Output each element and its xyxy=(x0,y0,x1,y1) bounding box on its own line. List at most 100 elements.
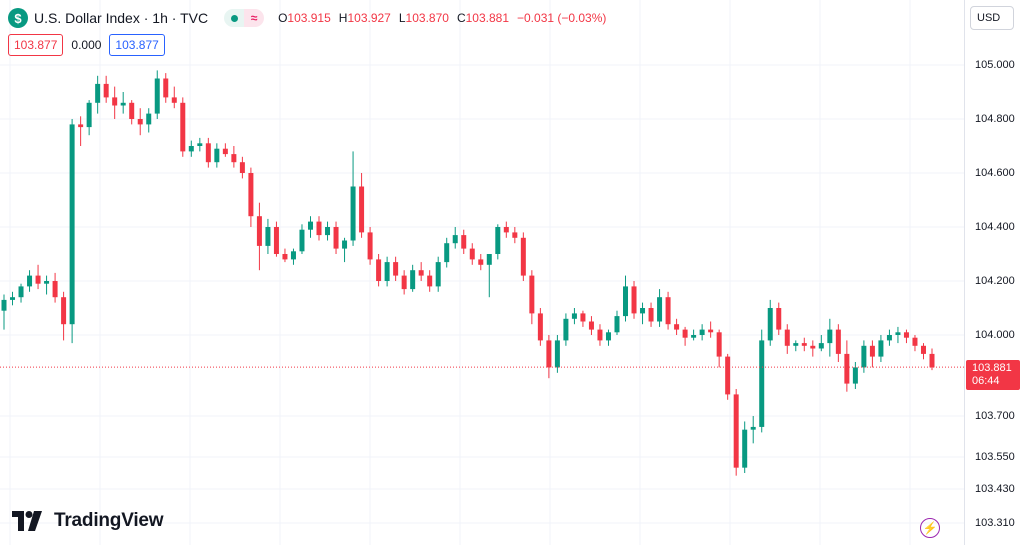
candle-body xyxy=(188,146,194,152)
candle-body xyxy=(418,270,424,276)
candle-body xyxy=(163,78,169,98)
candle-body xyxy=(452,235,458,244)
candle-body xyxy=(810,345,816,349)
candle-body xyxy=(563,318,569,341)
candle-body xyxy=(325,227,331,236)
candle-body xyxy=(759,340,765,427)
candle-body xyxy=(137,119,143,125)
candle-body xyxy=(290,251,296,260)
tradingview-logo[interactable]: TradingView xyxy=(12,510,164,532)
price-tick-label: 103.700 xyxy=(975,410,1015,422)
candle-body xyxy=(214,148,220,163)
candle-body xyxy=(801,343,807,346)
candle-body xyxy=(35,275,41,284)
candle-body xyxy=(27,275,33,287)
candle-body xyxy=(52,281,58,298)
price-tick-label: 103.310 xyxy=(975,517,1015,529)
candle-body xyxy=(171,97,177,103)
candle-body xyxy=(384,262,390,281)
candle-body xyxy=(410,270,416,290)
candle-body xyxy=(146,113,152,125)
price-tick-label: 104.800 xyxy=(975,113,1015,125)
bar-countdown: 06:44 xyxy=(972,375,1000,387)
tradingview-logo-icon xyxy=(12,511,42,531)
sell-price-button[interactable]: 103.877 xyxy=(8,34,64,56)
candle-body xyxy=(61,297,67,325)
candle-body xyxy=(273,227,279,254)
candlestick-chart[interactable] xyxy=(0,0,964,545)
candle-body xyxy=(307,221,313,230)
symbol-name: U.S. Dollar Index xyxy=(34,10,140,26)
symbol-title[interactable]: U.S. Dollar Index · 1h · TVC xyxy=(34,10,209,26)
candle-body xyxy=(750,426,756,430)
candle-body xyxy=(461,235,467,249)
candle-body xyxy=(299,229,305,252)
ohlc-close: C103.881 xyxy=(456,11,509,25)
ohlc-values: O103.915 H103.927 L103.870 C103.881 −0.0… xyxy=(278,11,606,25)
candle-body xyxy=(120,102,126,106)
price-tick-label: 103.430 xyxy=(975,483,1015,495)
ohlc-high: H103.927 xyxy=(338,11,391,25)
candle-body xyxy=(44,281,50,284)
candle-body xyxy=(427,275,433,287)
candle-body xyxy=(852,367,858,384)
candle-body xyxy=(112,97,118,106)
candle-body xyxy=(529,275,535,314)
source-label: TVC xyxy=(180,10,209,26)
candle-body xyxy=(631,286,637,314)
candle-body xyxy=(154,78,160,114)
candle-body xyxy=(580,313,586,322)
candle-body xyxy=(78,124,84,128)
candle-body xyxy=(512,232,518,238)
candle-body xyxy=(205,143,211,163)
price-axis[interactable]: 105.000 104.800 104.600 104.400 104.200 104.0… xyxy=(964,0,1024,545)
lightning-icon[interactable]: ⚡ xyxy=(920,518,940,538)
logo-text: TradingView xyxy=(54,510,164,531)
candle-body xyxy=(342,240,348,249)
currency-button[interactable]: USD xyxy=(970,6,1014,30)
candle-body xyxy=(86,102,92,128)
candle-body xyxy=(895,332,901,335)
candle-body xyxy=(520,237,526,276)
candle-body xyxy=(478,259,484,265)
candle-body xyxy=(708,329,714,333)
interval-label: 1h xyxy=(152,10,168,26)
candle-body xyxy=(393,262,399,276)
ohlc-low: L103.870 xyxy=(398,11,449,25)
candle-body xyxy=(435,262,441,287)
candle-body xyxy=(256,216,262,246)
candle-body xyxy=(716,332,722,357)
chart-area[interactable] xyxy=(0,0,964,545)
candle-body xyxy=(367,232,373,260)
candle-body xyxy=(503,227,509,233)
ohlc-open: O103.915 xyxy=(278,11,331,25)
candle-body xyxy=(691,335,697,338)
candle-body xyxy=(767,308,773,341)
candle-body xyxy=(912,337,918,346)
market-open-icon xyxy=(224,9,245,27)
price-tick-label: 104.200 xyxy=(975,275,1015,287)
candle-body xyxy=(69,124,75,325)
price-tick-label: 105.000 xyxy=(975,59,1015,71)
candle-body xyxy=(469,248,475,260)
candle-body xyxy=(818,343,824,349)
candle-body xyxy=(640,308,646,314)
market-status-pill[interactable]: ≈ xyxy=(224,9,265,27)
candle-body xyxy=(878,340,884,357)
quote-row: 103.877 0.000 103.877 xyxy=(8,34,165,56)
candle-body xyxy=(742,429,748,468)
candle-body xyxy=(903,332,909,338)
candle-body xyxy=(350,186,356,241)
spread-value: 0.000 xyxy=(71,38,102,52)
buy-price-button[interactable]: 103.877 xyxy=(109,34,165,56)
candle-body xyxy=(222,148,228,155)
candle-body xyxy=(597,329,603,341)
candle-body xyxy=(444,243,450,263)
candle-body xyxy=(657,297,663,322)
ohlc-change: −0.031 (−0.03%) xyxy=(517,11,607,25)
price-tick-label: 104.600 xyxy=(975,167,1015,179)
candle-body xyxy=(699,329,705,335)
candle-body xyxy=(844,353,850,384)
candle-body xyxy=(1,299,7,311)
candle-body xyxy=(929,353,935,368)
